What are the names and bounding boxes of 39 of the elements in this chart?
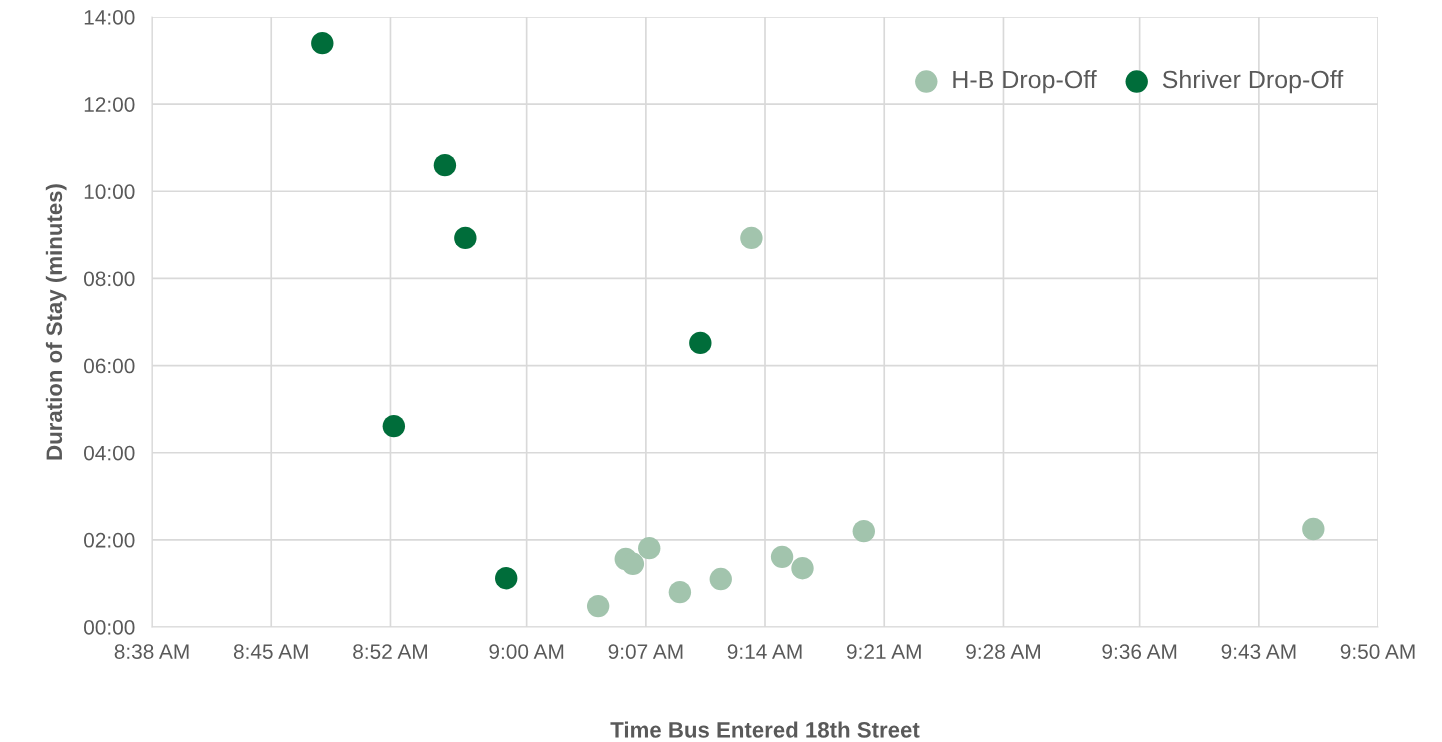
point — [668, 580, 692, 604]
point — [638, 536, 661, 560]
point — [709, 567, 732, 591]
x-tick-label: 9:36 AM — [1102, 644, 1177, 659]
point — [495, 567, 518, 590]
y-tick-label: 08:00 — [84, 271, 135, 287]
point — [586, 594, 610, 618]
x-tick-label: 9:43 AM — [1221, 644, 1296, 659]
point — [454, 226, 477, 250]
y-tick-label: 00:00 — [84, 620, 135, 635]
y-tick-label: 14:00 — [84, 10, 135, 25]
point — [621, 552, 645, 576]
point — [311, 31, 334, 55]
y-tick-label: 02:00 — [84, 532, 135, 548]
point — [433, 153, 457, 177]
x-axis-title: Time Bus Entered 18th Street — [610, 721, 920, 738]
y-axis-title: Duration of Stay (minutes) — [45, 184, 67, 460]
x-tick-label: 8:45 AM — [233, 644, 308, 659]
point — [382, 414, 406, 438]
x-tick-label: 9:00 AM — [489, 644, 564, 659]
y-tick-label: 10:00 — [84, 184, 135, 200]
point — [770, 545, 794, 569]
point — [740, 226, 763, 250]
y-tick-label: 06:00 — [84, 358, 135, 374]
y-tick-label: 12:00 — [84, 97, 135, 112]
point — [689, 331, 712, 355]
x-tick-label: 9:14 AM — [727, 644, 802, 659]
x-tick-label: 9:28 AM — [966, 644, 1040, 659]
point — [791, 556, 814, 580]
legend-label: Shriver Drop-Off — [1162, 70, 1344, 94]
x-tick-label: 8:38 AM — [114, 644, 189, 659]
point — [1302, 517, 1325, 541]
point — [852, 519, 875, 543]
x-tick-label: 9:07 AM — [608, 644, 683, 659]
x-tick-label: 8:52 AM — [353, 644, 427, 659]
y-tick-label: 04:00 — [84, 445, 135, 461]
x-tick-label: 9:21 AM — [846, 644, 921, 659]
legend-label: H-B Drop-Off — [953, 70, 1097, 94]
x-tick-label: 9:50 AM — [1340, 644, 1415, 659]
